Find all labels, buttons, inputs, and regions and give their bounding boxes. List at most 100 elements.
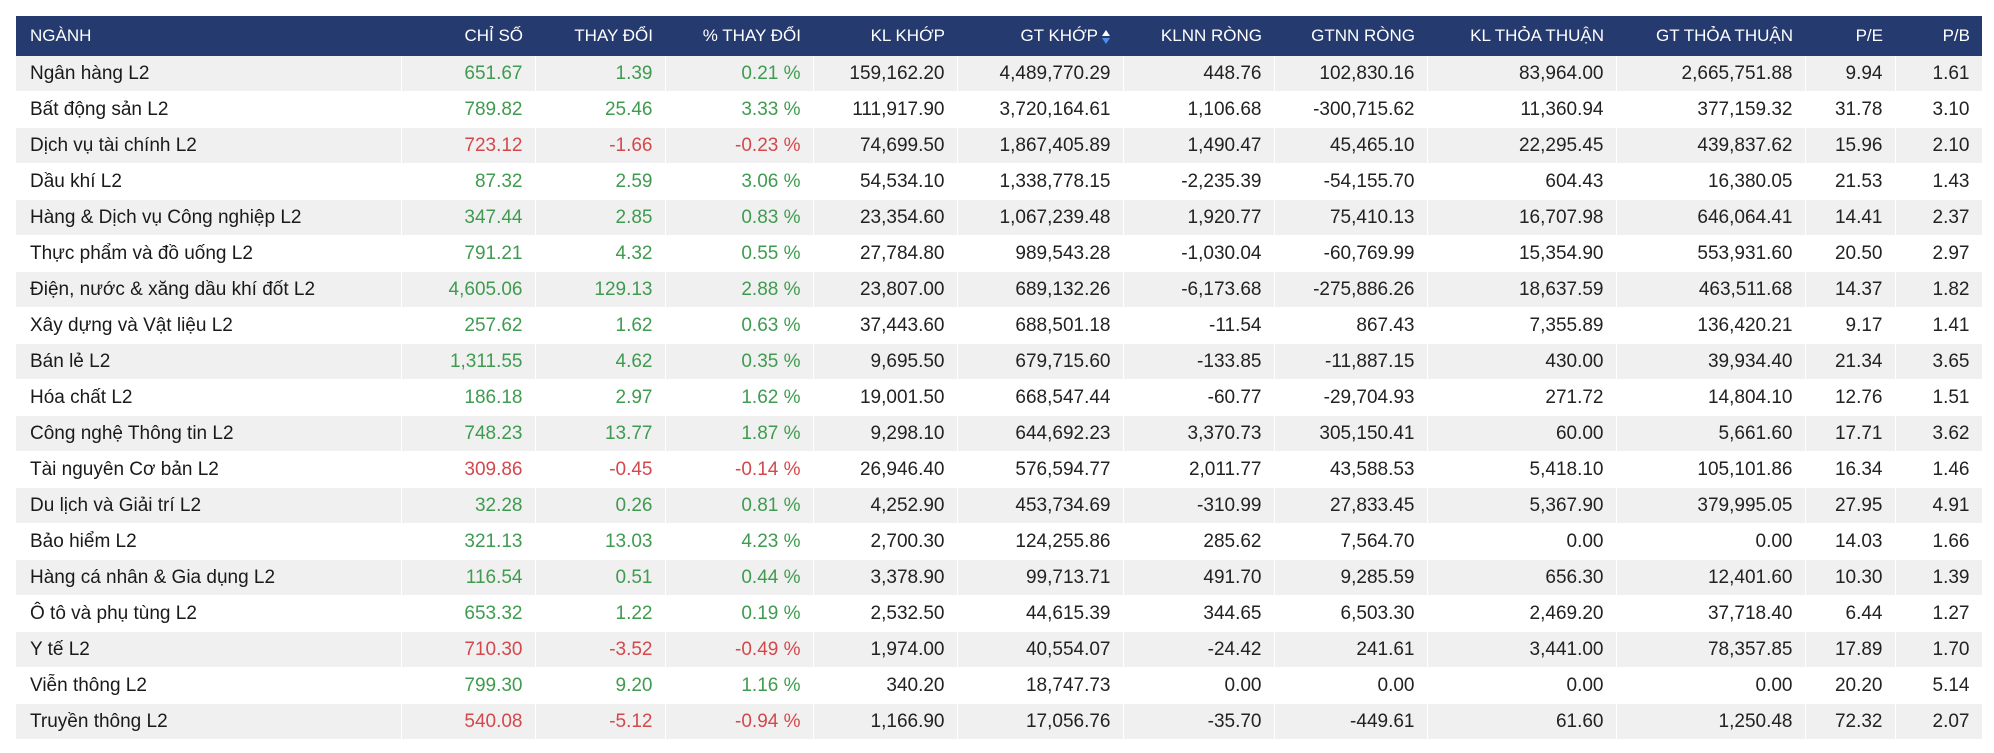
table-row[interactable]: Viễn thông L2 799.30 9.20 1.16 % 340.20 18,74… [16, 667, 1983, 704]
cell-kl-thoa-thuan: 271.72 [1427, 379, 1617, 416]
cell-gtnn-rong: -275,886.26 [1274, 271, 1428, 308]
cell-gtnn-rong: 45,465.10 [1274, 127, 1428, 164]
header-kl-thoa-thuan[interactable]: KL THỎA THUẬN [1427, 16, 1616, 56]
table-row[interactable]: Du lịch và Giải trí L2 32.28 0.26 0.81 % 4,2… [16, 487, 1983, 524]
cell-pe: 31.78 [1805, 91, 1896, 128]
table-row[interactable]: Xây dựng và Vật liệu L2 257.62 1.62 0.63 % 3… [16, 307, 1983, 344]
cell-sector-name[interactable]: Ngân hàng L2 [16, 56, 402, 92]
table-row[interactable]: Truyền thông L2 540.08 -5.12 -0.94 % 1,166.9… [16, 703, 1983, 740]
header-kl-thoa-thuan-label: KL THỎA THUẬN [1470, 26, 1604, 45]
cell-index: 87.32 [401, 163, 536, 200]
cell-gt-khop: 18,747.73 [957, 667, 1124, 704]
table-row[interactable]: Ngân hàng L2 651.67 1.39 0.21 % 159,162.20 4,… [16, 56, 1983, 92]
header-pb[interactable]: P/B [1895, 16, 1982, 56]
cell-gt-thoa-thuan: 39,934.40 [1616, 343, 1806, 380]
table-row[interactable]: Thực phẩm và đồ uống L2 791.21 4.32 0.55 % 2… [16, 235, 1983, 272]
header-pct-change-label: % THAY ĐỔI [702, 26, 801, 45]
table-row[interactable]: Hàng & Dịch vụ Công nghiệp L2 347.44 2.85 0… [16, 199, 1983, 236]
cell-klnn-rong: -2,235.39 [1123, 163, 1275, 200]
cell-change: 1.62 [535, 307, 666, 344]
cell-gt-thoa-thuan: 5,661.60 [1616, 415, 1806, 452]
cell-sector-name[interactable]: Bảo hiểm L2 [16, 523, 402, 560]
cell-sector-name[interactable]: Hàng cá nhân & Gia dụng L2 [16, 559, 402, 596]
cell-klnn-rong: 344.65 [1123, 595, 1275, 632]
header-gtnn-rong[interactable]: GTNN RÒNG [1274, 16, 1427, 56]
cell-pb: 2.97 [1895, 235, 1983, 272]
cell-gt-khop: 44,615.39 [957, 595, 1124, 632]
cell-kl-thoa-thuan: 3,441.00 [1427, 631, 1617, 668]
cell-pct-change: -0.14 % [665, 451, 814, 488]
cell-gt-khop: 1,867,405.89 [957, 127, 1124, 164]
cell-sector-name[interactable]: Bất động sản L2 [16, 91, 402, 128]
cell-sector-name[interactable]: Du lịch và Giải trí L2 [16, 487, 402, 524]
cell-sector-name[interactable]: Dịch vụ tài chính L2 [16, 127, 402, 164]
cell-sector-name[interactable]: Viễn thông L2 [16, 667, 402, 704]
cell-pb: 3.62 [1895, 415, 1983, 452]
cell-pb: 2.10 [1895, 127, 1983, 164]
cell-sector-name[interactable]: Tài nguyên Cơ bản L2 [16, 451, 402, 488]
cell-index: 653.32 [401, 595, 536, 632]
table-row[interactable]: Bán lẻ L2 1,311.55 4.62 0.35 % 9,695.50 679,7… [16, 343, 1983, 380]
header-gt-thoa-thuan[interactable]: GT THỎA THUẬN [1616, 16, 1805, 56]
table-row[interactable]: Bất động sản L2 789.82 25.46 3.33 % 111,917.… [16, 91, 1983, 128]
header-klnn-rong[interactable]: KLNN RÒNG [1123, 16, 1274, 56]
cell-gt-khop: 99,713.71 [957, 559, 1124, 596]
table-row[interactable]: Hàng cá nhân & Gia dụng L2 116.54 0.51 0.44… [16, 559, 1983, 596]
cell-gt-khop: 1,338,778.15 [957, 163, 1124, 200]
cell-sector-name[interactable]: Công nghệ Thông tin L2 [16, 415, 402, 452]
cell-change: 2.85 [535, 199, 666, 236]
cell-kl-thoa-thuan: 5,367.90 [1427, 487, 1617, 524]
cell-change: 9.20 [535, 667, 666, 704]
cell-pe: 16.34 [1805, 451, 1896, 488]
cell-sector-name[interactable]: Bán lẻ L2 [16, 343, 402, 380]
cell-gt-khop: 689,132.26 [957, 271, 1124, 308]
cell-gtnn-rong: 75,410.13 [1274, 199, 1428, 236]
header-pe-label: P/E [1855, 26, 1883, 45]
table-row[interactable]: Dịch vụ tài chính L2 723.12 -1.66 -0.23 % 74… [16, 127, 1983, 164]
table-row[interactable]: Ô tô và phụ tùng L2 653.32 1.22 0.19 % 2,532… [16, 595, 1983, 632]
table-row[interactable]: Y tế L2 710.30 -3.52 -0.49 % 1,974.00 40,554.… [16, 631, 1983, 668]
cell-kl-thoa-thuan: 22,295.45 [1427, 127, 1617, 164]
cell-kl-khop: 1,166.90 [813, 703, 958, 740]
cell-gtnn-rong: -300,715.62 [1274, 91, 1428, 128]
cell-sector-name[interactable]: Dầu khí L2 [16, 163, 402, 200]
header-pct-change[interactable]: % THAY ĐỔI [665, 16, 813, 56]
cell-index: 748.23 [401, 415, 536, 452]
table-row[interactable]: Công nghệ Thông tin L2 748.23 13.77 1.87 % 9… [16, 415, 1983, 452]
table-row[interactable]: Hóa chất L2 186.18 2.97 1.62 % 19,001.50 668,… [16, 379, 1983, 416]
header-index[interactable]: CHỈ SỐ [401, 16, 535, 56]
cell-gt-thoa-thuan: 2,665,751.88 [1616, 56, 1806, 92]
cell-sector-name[interactable]: Thực phẩm và đồ uống L2 [16, 235, 402, 272]
header-pe[interactable]: P/E [1805, 16, 1895, 56]
table-row[interactable]: Tài nguyên Cơ bản L2 309.86 -0.45 -0.14 % 26… [16, 451, 1983, 488]
cell-sector-name[interactable]: Truyền thông L2 [16, 703, 402, 740]
header-kl-khop[interactable]: KL KHỚP [813, 16, 957, 56]
cell-sector-name[interactable]: Xây dựng và Vật liệu L2 [16, 307, 402, 344]
table-row[interactable]: Điện, nước & xăng dầu khí đốt L2 4,605.06… [16, 271, 1983, 308]
cell-kl-khop: 27,784.80 [813, 235, 958, 272]
cell-gt-thoa-thuan: 379,995.05 [1616, 487, 1806, 524]
cell-sector-name[interactable]: Điện, nước & xăng dầu khí đốt L2 [16, 271, 402, 308]
sort-updown-icon[interactable] [1102, 29, 1111, 45]
cell-gt-khop: 40,554.07 [957, 631, 1124, 668]
cell-kl-khop: 37,443.60 [813, 307, 958, 344]
header-change[interactable]: THAY ĐỔI [535, 16, 665, 56]
cell-gt-thoa-thuan: 553,931.60 [1616, 235, 1806, 272]
cell-pct-change: 0.83 % [665, 199, 814, 236]
cell-sector-name[interactable]: Hóa chất L2 [16, 379, 402, 416]
cell-sector-name[interactable]: Y tế L2 [16, 631, 402, 668]
cell-pe: 6.44 [1805, 595, 1896, 632]
cell-index: 257.62 [401, 307, 536, 344]
cell-klnn-rong: -24.42 [1123, 631, 1275, 668]
cell-sector-name[interactable]: Hàng & Dịch vụ Công nghiệp L2 [16, 199, 402, 236]
cell-sector-name[interactable]: Ô tô và phụ tùng L2 [16, 595, 402, 632]
table-row[interactable]: Dầu khí L2 87.32 2.59 3.06 % 54,534.10 1,338,… [16, 163, 1983, 200]
cell-pe: 15.96 [1805, 127, 1896, 164]
header-gt-khop-label: GT KHỚP [1020, 26, 1098, 45]
cell-change: 1.39 [535, 56, 666, 92]
cell-kl-thoa-thuan: 430.00 [1427, 343, 1617, 380]
table-row[interactable]: Bảo hiểm L2 321.13 13.03 4.23 % 2,700.30 124,… [16, 523, 1983, 560]
cell-klnn-rong: 448.76 [1123, 56, 1275, 92]
header-gt-khop[interactable]: GT KHỚP [957, 16, 1123, 56]
header-name[interactable]: NGÀNH [16, 16, 401, 56]
